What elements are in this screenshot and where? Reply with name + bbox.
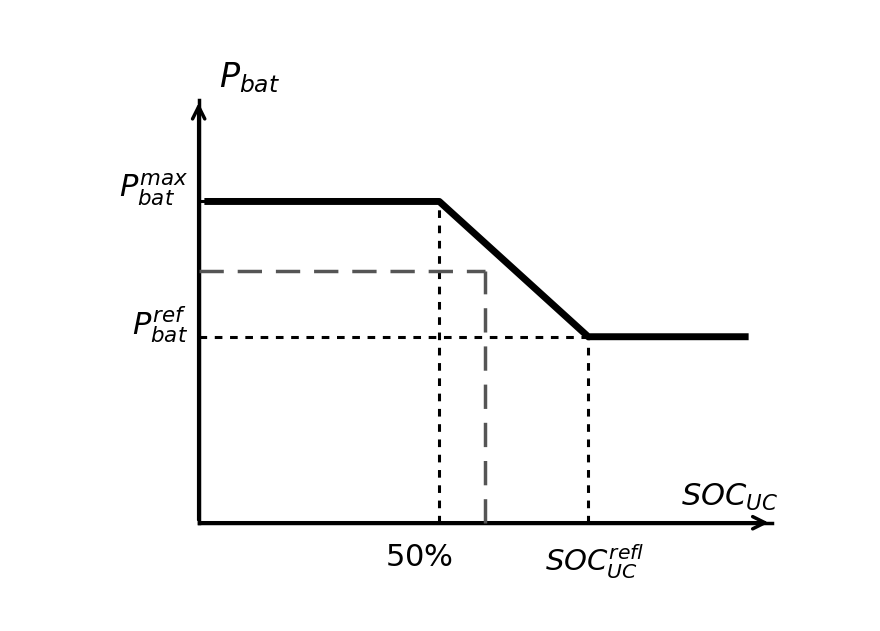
Text: $50\%$: $50\%$ bbox=[385, 542, 453, 573]
Text: $P_{bat}$: $P_{bat}$ bbox=[219, 61, 281, 95]
Text: $P_{bat}^{ref}$: $P_{bat}^{ref}$ bbox=[132, 304, 188, 345]
Text: $SOC_{UC}$: $SOC_{UC}$ bbox=[681, 482, 779, 513]
Text: $P_{bat}^{max}$: $P_{bat}^{max}$ bbox=[120, 171, 188, 208]
Text: $SOC_{UC}^{refl}$: $SOC_{UC}^{refl}$ bbox=[546, 542, 645, 581]
